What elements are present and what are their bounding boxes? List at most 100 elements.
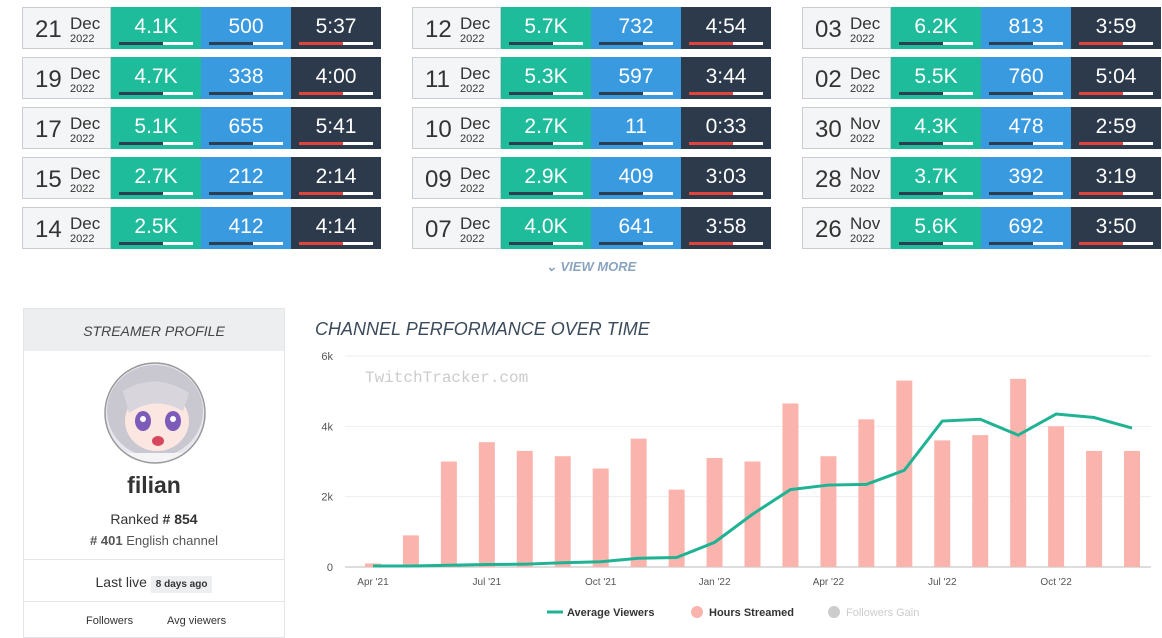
bar-track: [689, 142, 763, 145]
stream-tile[interactable]: 09 Dec 2022 2.9K 409 3:03: [412, 157, 774, 199]
stream-tile[interactable]: 10 Dec 2022 2.7K 11 0:33: [412, 107, 774, 149]
followers: 212: [201, 157, 291, 199]
stream-date: 11 Dec 2022: [412, 57, 501, 99]
bar-track: [599, 92, 673, 95]
duration-value: 4:00: [315, 65, 357, 88]
view-more[interactable]: ⌄ VIEW MORE: [546, 259, 637, 274]
duration-value: 4:54: [705, 15, 747, 38]
rank-label: Ranked: [110, 511, 159, 527]
viewers: 4.3K: [891, 107, 981, 149]
bar-fill: [899, 42, 944, 45]
stream-tile[interactable]: 11 Dec 2022 5.3K 597 3:44: [412, 57, 774, 99]
x-tick-label: Jul '21: [473, 577, 502, 588]
bar-track: [689, 242, 763, 245]
legend-label[interactable]: Average Viewers: [567, 607, 654, 619]
viewers-value: 4.1K: [134, 15, 178, 38]
bar: [668, 489, 685, 567]
bar-fill: [209, 142, 254, 145]
x-tick-label: Apr '22: [813, 577, 845, 588]
year: 2022: [850, 83, 875, 95]
bar-fill: [299, 242, 344, 245]
bar: [972, 435, 989, 567]
followers: 338: [201, 57, 291, 99]
day: 15: [35, 166, 62, 193]
year: 2022: [70, 183, 95, 195]
last-live-label: Last live: [95, 574, 147, 590]
day: 11: [425, 66, 450, 93]
separator: [24, 601, 284, 602]
bar-fill: [1079, 42, 1124, 45]
bar-fill: [599, 192, 644, 195]
bar-fill: [119, 242, 164, 245]
stream-tile[interactable]: 07 Dec 2022 4.0K 641 3:58: [412, 207, 774, 249]
stream-tile[interactable]: 26 Nov 2022 5.6K 692 3:50: [802, 207, 1162, 249]
stream-date: 07 Dec 2022: [412, 207, 501, 249]
streamer-name: filian: [127, 472, 181, 498]
duration: 4:54: [681, 7, 771, 49]
profile-panel: STREAMER PROFILE filian Ranked # 854 # 4…: [23, 308, 285, 638]
viewers: 2.5K: [111, 207, 201, 249]
duration-value: 5:41: [315, 115, 357, 138]
bar-fill: [1079, 192, 1124, 195]
viewers-value: 3.7K: [914, 165, 958, 188]
stream-tile[interactable]: 28 Nov 2022 3.7K 392 3:19: [802, 157, 1162, 199]
viewers-value: 5.3K: [524, 65, 568, 88]
stream-tile[interactable]: 19 Dec 2022 4.7K 338 4:00: [22, 57, 384, 99]
month: Dec: [70, 164, 101, 183]
bar: [402, 535, 419, 567]
bar-fill: [509, 42, 554, 45]
stream-date: 10 Dec 2022: [412, 107, 501, 149]
bar: [706, 457, 723, 567]
day: 12: [425, 16, 452, 43]
month: Dec: [70, 14, 101, 33]
duration: 4:14: [291, 207, 381, 249]
followers-value: 641: [618, 215, 654, 238]
stream-tile[interactable]: 21 Dec 2022 4.1K 500 5:37: [22, 7, 384, 49]
bar-fill: [119, 42, 164, 45]
viewers: 2.9K: [501, 157, 591, 199]
bar-fill: [689, 42, 734, 45]
viewers: 4.0K: [501, 207, 591, 249]
year: 2022: [460, 33, 485, 45]
stream-date: 02 Dec 2022: [802, 57, 891, 99]
bar-fill: [209, 192, 254, 195]
year: 2022: [70, 33, 95, 45]
stream-tile[interactable]: 02 Dec 2022 5.5K 760 5:04: [802, 57, 1162, 99]
bar-fill: [989, 142, 1034, 145]
bar: [630, 438, 647, 567]
duration: 2:59: [1071, 107, 1161, 149]
followers: 732: [591, 7, 681, 49]
day: 14: [35, 216, 62, 243]
bar-fill: [599, 242, 644, 245]
followers: 760: [981, 57, 1071, 99]
stream-tile[interactable]: 15 Dec 2022 2.7K 212 2:14: [22, 157, 384, 199]
viewers-value: 4.3K: [914, 115, 958, 138]
stream-date: 21 Dec 2022: [22, 7, 111, 49]
followers: 500: [201, 7, 291, 49]
stream-tile[interactable]: 14 Dec 2022 2.5K 412 4:14: [22, 207, 384, 249]
bar: [592, 468, 609, 567]
stream-tile[interactable]: 03 Dec 2022 6.2K 813 3:59: [802, 7, 1162, 49]
followers-value: 813: [1008, 15, 1044, 38]
stream-date: 09 Dec 2022: [412, 157, 501, 199]
followers-value: 412: [228, 215, 264, 238]
legend-label[interactable]: Followers Gain: [846, 607, 919, 619]
x-tick-label: Apr '21: [357, 577, 389, 588]
followers: 11: [591, 107, 681, 149]
bar-fill: [899, 92, 944, 95]
legend-label[interactable]: Hours Streamed: [709, 607, 794, 619]
month: Dec: [460, 164, 491, 183]
bar-fill: [899, 192, 944, 195]
followers-value: 212: [228, 165, 264, 188]
stream-tile[interactable]: 12 Dec 2022 5.7K 732 4:54: [412, 7, 774, 49]
bar-track: [599, 192, 673, 195]
followers-value: 11: [625, 115, 647, 138]
bar-track: [209, 142, 283, 145]
duration-value: 3:50: [1095, 215, 1137, 238]
view-more-text[interactable]: VIEW MORE: [560, 259, 637, 274]
stream-tile[interactable]: 30 Nov 2022 4.3K 478 2:59: [802, 107, 1162, 149]
stream-tile[interactable]: 17 Dec 2022 5.1K 655 5:41: [22, 107, 384, 149]
bar-fill: [989, 92, 1034, 95]
rank-line: Ranked # 854: [24, 511, 284, 527]
bar-track: [989, 42, 1063, 45]
